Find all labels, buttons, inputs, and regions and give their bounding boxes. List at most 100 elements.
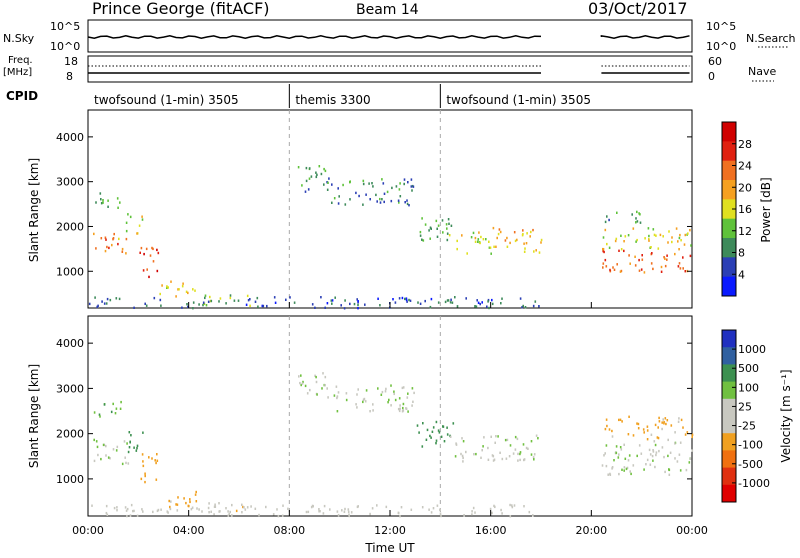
range-gate-cell (636, 454, 638, 458)
range-gate-cell (629, 470, 631, 473)
range-gate-cell (192, 301, 195, 304)
range-gate-cell (188, 504, 190, 508)
range-gate-cell (404, 201, 406, 204)
range-gate-cell (315, 380, 318, 384)
range-gate-cell (462, 460, 464, 463)
range-gate-cell (609, 270, 612, 273)
range-gate-cell (337, 513, 340, 517)
range-gate-cell (649, 453, 652, 456)
range-gate-cell (276, 508, 278, 511)
range-gate-cell (479, 302, 481, 306)
range-gate-cell (522, 229, 524, 232)
range-gate-cell (446, 232, 449, 235)
range-gate-cell (632, 464, 635, 467)
range-gate-cell (141, 215, 143, 218)
range-gate-cell (657, 436, 660, 440)
range-gate-cell (146, 268, 148, 271)
range-gate-cell (107, 456, 110, 459)
cpid-segment-label: twofsound (1-min) 3505 (446, 93, 591, 107)
range-gate-cell (524, 306, 527, 309)
velocity-colorbar-label: Velocity [m s⁻¹] (779, 369, 793, 462)
range-gate-cell (509, 503, 511, 507)
range-gate-cell (398, 397, 401, 400)
range-gate-cell (632, 227, 635, 230)
range-gate-cell (635, 221, 637, 224)
range-gate-cell (444, 300, 447, 304)
range-gate-cell (398, 409, 401, 413)
range-gate-cell (497, 435, 499, 438)
range-gate-cell (519, 458, 521, 462)
range-gate-cell (628, 415, 630, 418)
range-gate-cell (514, 239, 517, 243)
range-gate-cell (664, 470, 666, 474)
range-gate-cell (618, 418, 620, 422)
range-gate-cell (225, 507, 227, 510)
range-gate-cell (118, 297, 121, 301)
range-gate-cell (142, 269, 145, 272)
range-gate-cell (143, 252, 145, 256)
range-gate-cell (450, 224, 453, 227)
range-gate-cell (646, 429, 649, 432)
range-gate-cell (127, 450, 130, 454)
range-gate-cell (237, 299, 240, 302)
range-gate-cell (343, 510, 346, 513)
range-gate-cell (679, 441, 682, 444)
noise-panel-frame (87, 19, 693, 53)
range-gate-cell (647, 227, 650, 230)
range-gate-cell (623, 249, 625, 253)
range-gate-cell (369, 198, 371, 201)
range-gate-cell (196, 507, 198, 510)
range-gate-cell (356, 406, 358, 409)
range-gate-cell (605, 265, 608, 268)
range-gate-cell (615, 237, 618, 241)
range-gate-cell (636, 238, 638, 242)
range-gate-cell (670, 424, 673, 427)
range-gate-cell (336, 395, 339, 398)
range-gate-cell (513, 231, 516, 234)
range-gate-cell (154, 459, 156, 462)
range-gate-cell (677, 265, 680, 268)
range-gate-cell (646, 438, 649, 441)
noise-axis-bottom: 10^0 (50, 40, 80, 53)
range-gate-cell (620, 248, 623, 251)
range-gate-cell (451, 301, 454, 304)
range-gate-cell (691, 433, 694, 436)
colorbar-cell (722, 122, 736, 142)
range-gate-cell (675, 227, 678, 230)
time-tick-label: 20:00 (575, 524, 607, 537)
range-gate-cell (626, 466, 629, 470)
range-gate-cell (141, 218, 144, 221)
range-gate-cell (456, 247, 458, 251)
range-gate-cell (125, 229, 128, 233)
range-gate-cell (272, 513, 275, 516)
time-axis-ticks: 00:00 04:00 08:00 12:00 16:00 20:00 00:00 (72, 302, 708, 537)
range-gate-cell (678, 417, 680, 420)
range-gate-cell (602, 266, 604, 269)
range-gate-cell (419, 302, 422, 305)
range-gate-cell (229, 294, 232, 297)
range-gate-cell (308, 167, 311, 170)
range-gate-cell (624, 457, 627, 460)
range-gate-cell (495, 435, 497, 438)
range-gate-cell (208, 502, 210, 505)
range-gate-cell (323, 167, 325, 171)
range-gate-cell (338, 195, 340, 198)
range-gate-cell (506, 245, 509, 248)
range-gate-cell (348, 514, 350, 518)
time-tick-label: 00:00 (72, 524, 104, 537)
range-gate-cell (201, 510, 203, 513)
range-gate-cell (605, 464, 608, 468)
range-gate-cell (355, 191, 357, 195)
range-gate-cell (266, 304, 268, 308)
range-gate-cell (344, 203, 347, 206)
range-gate-cell (249, 304, 251, 307)
range-gate-cell (666, 419, 669, 422)
range-gate-cell (401, 296, 404, 300)
range-gate-cell (115, 449, 118, 452)
range-gate-cell (517, 452, 519, 456)
range-gate-cell (603, 250, 605, 254)
range-gate-cell (314, 374, 316, 377)
range-gate-cell (631, 213, 633, 216)
range-gate-cell (100, 237, 103, 240)
